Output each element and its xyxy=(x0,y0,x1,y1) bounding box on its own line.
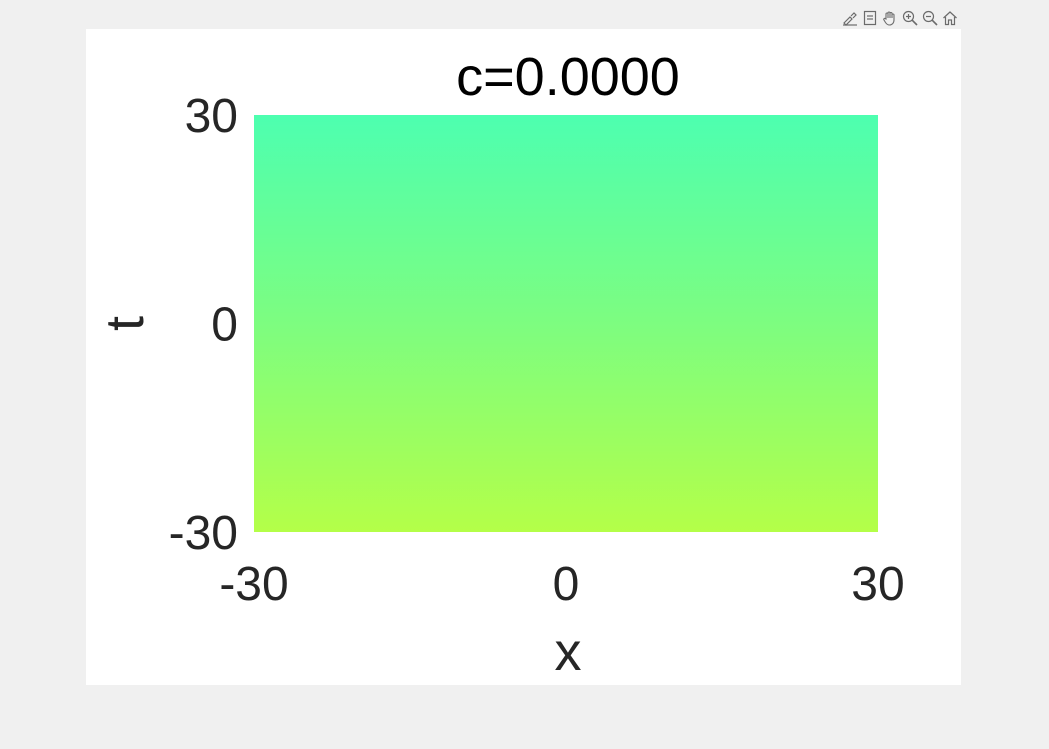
heatmap-surface xyxy=(254,115,878,532)
chart-title: c=0.0000 xyxy=(456,47,680,107)
y-tick-label: 30 xyxy=(185,90,238,143)
heatmap-chart: c=0.0000 x t -30 0 30 -30 0 30 xyxy=(95,47,905,682)
y-axis-label: t xyxy=(95,316,155,331)
home-icon[interactable] xyxy=(941,9,959,27)
axes-toolbar xyxy=(841,8,959,28)
x-tick-labels: -30 0 30 xyxy=(219,558,904,611)
pan-hand-icon[interactable] xyxy=(881,9,899,27)
y-tick-label: 0 xyxy=(211,299,238,352)
datatip-icon[interactable] xyxy=(861,9,879,27)
y-tick-label: -30 xyxy=(169,507,238,560)
x-tick-label: 0 xyxy=(553,558,580,611)
y-tick-labels: -30 0 30 xyxy=(169,90,238,560)
x-axis-label: x xyxy=(555,622,582,682)
brush-icon[interactable] xyxy=(841,9,859,27)
zoom-out-icon[interactable] xyxy=(921,9,939,27)
zoom-in-icon[interactable] xyxy=(901,9,919,27)
x-tick-label: 30 xyxy=(851,558,904,611)
x-tick-label: -30 xyxy=(219,558,288,611)
figure-canvas: c=0.0000 x t -30 0 30 -30 0 30 xyxy=(86,29,961,685)
